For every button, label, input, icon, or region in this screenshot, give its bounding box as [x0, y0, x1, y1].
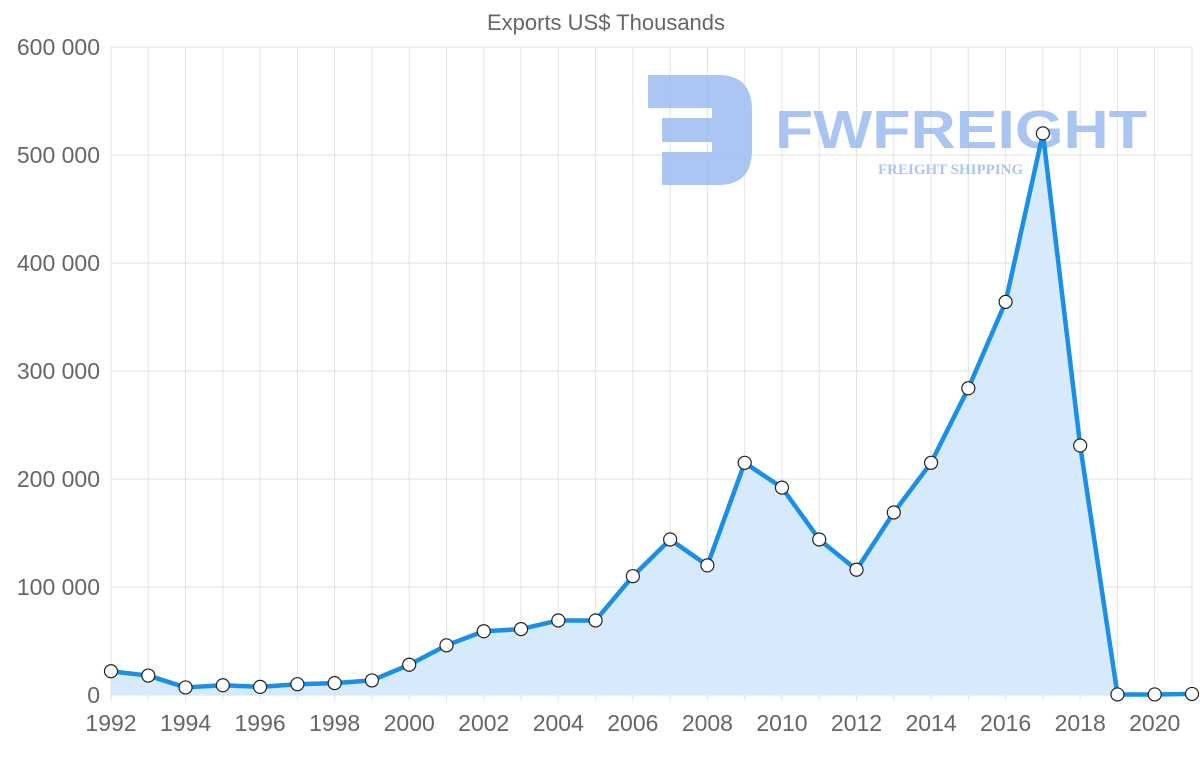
data-point[interactable]	[1035, 126, 1051, 141]
data-point[interactable]	[961, 381, 976, 396]
data-point[interactable]	[103, 664, 119, 679]
data-point[interactable]	[923, 455, 939, 470]
y-tick-label: 400 000	[17, 250, 100, 276]
data-point[interactable]	[1073, 438, 1088, 453]
y-axis-labels: 0 100 000 200 000 300 000 400 000 500 000 600 …	[17, 34, 100, 708]
x-axis-labels: 1992 1994 1996 1998 2000 2002 2004 2006 2008 2010…	[85, 710, 1180, 736]
data-point[interactable]	[998, 294, 1013, 309]
data-point[interactable]	[327, 676, 342, 691]
data-point[interactable]	[253, 679, 268, 695]
data-point[interactable]	[290, 677, 305, 692]
data-points	[103, 126, 1200, 702]
watermark-logo: FWFREIGHT FREIGHT SHIPPING	[648, 75, 1147, 185]
x-tick-label: 2000	[384, 710, 435, 736]
data-point[interactable]	[178, 680, 193, 695]
chart-title: Exports US$ Thousands	[487, 10, 725, 35]
y-tick-label: 200 000	[17, 466, 100, 492]
y-tick-label: 500 000	[17, 142, 100, 168]
data-point[interactable]	[812, 532, 827, 547]
data-point[interactable]	[476, 624, 491, 639]
data-point[interactable]	[215, 678, 230, 693]
data-point[interactable]	[141, 668, 156, 683]
x-tick-label: 2004	[533, 710, 584, 736]
data-point[interactable]	[588, 613, 603, 628]
x-tick-label: 1992	[85, 710, 136, 736]
data-point[interactable]	[364, 673, 380, 688]
data-point[interactable]	[551, 613, 566, 628]
area-fill	[111, 133, 1192, 695]
data-point[interactable]	[625, 569, 640, 584]
data-point[interactable]	[1147, 687, 1162, 702]
data-point[interactable]	[774, 480, 790, 495]
x-tick-label: 2006	[607, 710, 658, 736]
watermark-logo-icon	[648, 75, 752, 185]
data-point[interactable]	[513, 622, 529, 637]
x-tick-label: 2020	[1129, 710, 1180, 736]
y-tick-label: 0	[87, 682, 100, 708]
data-point[interactable]	[663, 532, 678, 547]
x-tick-label: 2016	[980, 710, 1031, 736]
x-tick-label: 2010	[756, 710, 807, 736]
x-tick-label: 1994	[160, 710, 211, 736]
watermark-brand-text: FWFREIGHT	[775, 100, 1147, 160]
watermark-tagline-text: FREIGHT SHIPPING	[878, 162, 1023, 178]
x-tick-label: 2008	[682, 710, 733, 736]
x-tick-label: 2014	[905, 710, 956, 736]
x-tick-label: 2018	[1055, 710, 1106, 736]
data-point[interactable]	[439, 638, 454, 653]
data-point[interactable]	[737, 455, 752, 470]
area-series-fill	[111, 133, 1192, 695]
data-point[interactable]	[886, 505, 901, 520]
y-tick-label: 600 000	[17, 34, 100, 60]
x-tick-label: 2002	[458, 710, 509, 736]
x-tick-label: 1996	[235, 710, 286, 736]
data-point[interactable]	[1184, 686, 1200, 702]
x-tick-label: 2012	[831, 710, 882, 736]
data-point[interactable]	[402, 657, 417, 672]
y-tick-label: 300 000	[17, 358, 100, 384]
x-tick-label: 1998	[309, 710, 360, 736]
y-tick-label: 100 000	[17, 574, 100, 600]
data-point[interactable]	[700, 558, 715, 573]
data-point[interactable]	[849, 562, 864, 577]
data-point[interactable]	[1110, 687, 1125, 702]
